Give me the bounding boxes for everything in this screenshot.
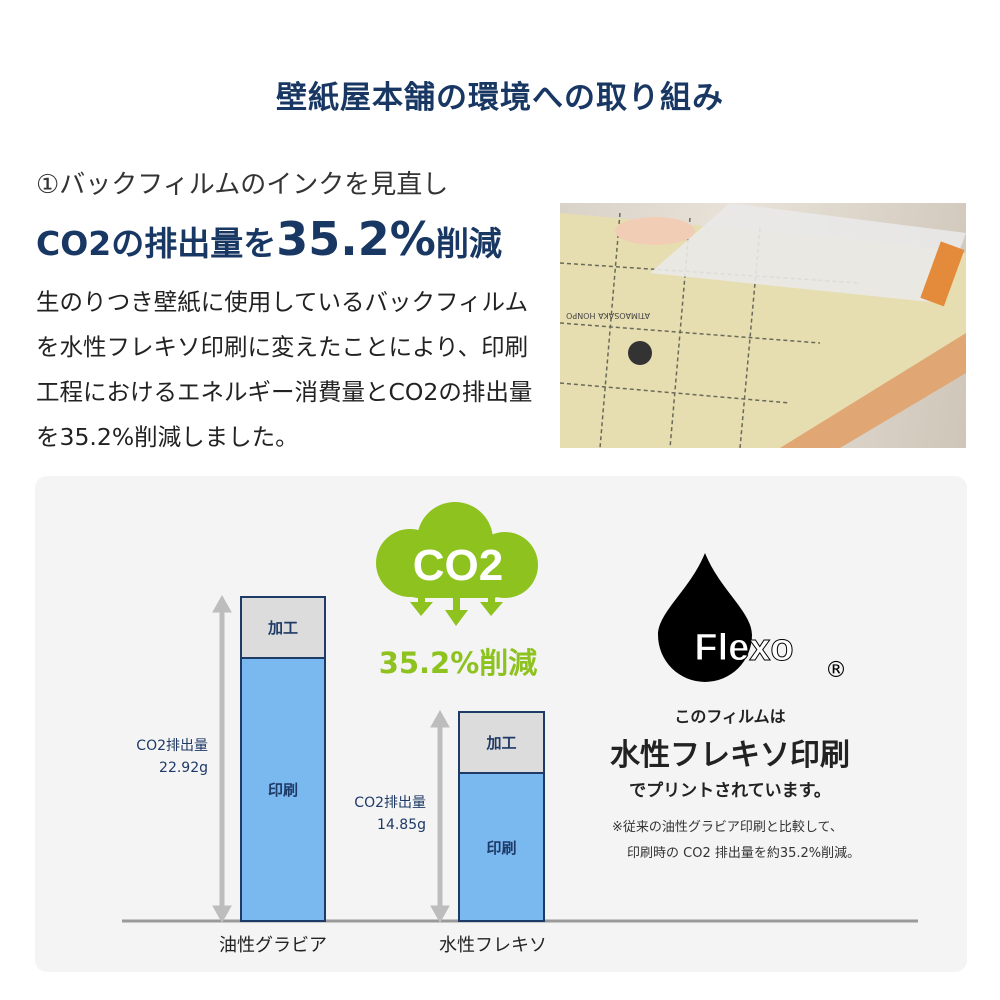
registered-mark: ®	[825, 658, 847, 683]
flexo-logo-text: Flexo	[694, 627, 793, 669]
flexo-line2: 水性フレキソ印刷	[610, 738, 850, 773]
bar-oil-gravure: 加工 印刷	[240, 596, 326, 922]
section-headline: CO2の排出量を35.2%削減	[36, 212, 502, 266]
total-value: 14.85g	[377, 817, 426, 833]
page-title: 壁紙屋本舗の環境への取り組み	[276, 80, 724, 116]
total-value: 22.92g	[159, 760, 208, 776]
oil-total-label: CO2排出量 22.92g	[100, 735, 208, 779]
cloud-co2-text: CO2	[413, 541, 503, 590]
water-drop-icon	[658, 553, 752, 682]
bar-water-flexo: 加工 印刷	[458, 711, 545, 922]
backfilm-photo: ATIMAOSAKA HONPO	[560, 203, 966, 448]
photo-illustration: ATIMAOSAKA HONPO	[560, 203, 966, 448]
cloud-icon	[376, 502, 538, 626]
roll-print: ATIMAOSAKA HONPO	[566, 311, 650, 320]
flexo-line3: でプリントされています。	[629, 781, 831, 801]
total-label: CO2排出量	[136, 738, 208, 754]
category-oil-gravure: 油性グラビア	[219, 935, 327, 956]
arrow-water	[430, 709, 450, 924]
bar-segment-process: 加工	[242, 598, 324, 659]
section-step: ①バックフィルムのインクを見直し	[36, 170, 449, 200]
bar-segment-print: 印刷	[460, 774, 543, 920]
total-label: CO2排出量	[354, 795, 426, 811]
section-body: 生のりつき壁紙に使用しているバックフィルムを水性フレキソ印刷に変えたことにより、…	[36, 288, 533, 451]
water-total-label: CO2排出量 14.85g	[318, 792, 426, 836]
bar-segment-print: 印刷	[242, 659, 324, 920]
headline-value: 35.2%	[276, 212, 436, 266]
arrow-oil	[212, 594, 232, 924]
category-water-flexo: 水性フレキソ	[439, 935, 547, 956]
headline-prefix: CO2の排出量を	[36, 224, 277, 263]
bar-segment-process: 加工	[460, 713, 543, 774]
reduction-label: 35.2%削減	[378, 646, 538, 680]
flexo-line1: このフィルムは	[674, 707, 786, 726]
flexo-note1: ※従来の油性グラビア印刷と比較して、	[612, 820, 843, 835]
headline-suffix: 削減	[435, 224, 502, 263]
flexo-note2: 印刷時の CO2 排出量を約35.2%削減。	[627, 846, 861, 861]
